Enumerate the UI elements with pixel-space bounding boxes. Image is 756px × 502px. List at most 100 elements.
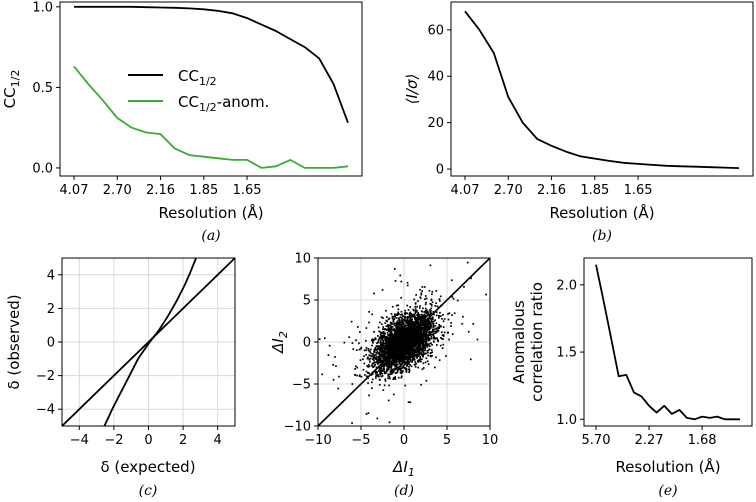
scatter-point	[385, 361, 388, 364]
scatter-point	[416, 347, 418, 350]
scatter-point	[387, 341, 390, 343]
scatter-point	[388, 365, 390, 367]
scatter-point	[407, 309, 410, 311]
scatter-point	[423, 329, 426, 331]
scatter-point	[385, 344, 388, 347]
scatter-point	[400, 280, 403, 283]
scatter-point	[409, 344, 411, 347]
scatter-point	[399, 356, 401, 359]
scatter-point	[348, 336, 351, 338]
scatter-point	[426, 319, 429, 321]
scatter-point	[400, 310, 403, 313]
scatter-point	[389, 345, 392, 348]
scatter-point	[377, 341, 379, 344]
scatter-point	[408, 344, 411, 346]
scatter-point	[409, 338, 412, 341]
scatter-point	[399, 371, 402, 374]
scatter-point	[388, 376, 391, 378]
panel-a-xtick-label: 1.65	[233, 183, 262, 198]
scatter-point	[419, 357, 422, 359]
scatter-point	[382, 339, 385, 342]
scatter-point	[413, 358, 416, 361]
scatter-point	[424, 328, 426, 330]
scatter-point	[417, 313, 420, 316]
scatter-point	[419, 356, 421, 358]
scatter-point	[414, 366, 417, 368]
scatter-point	[476, 338, 479, 341]
scatter-point	[404, 316, 407, 318]
scatter-point	[368, 365, 371, 368]
scatter-point	[411, 343, 414, 345]
scatter-point	[394, 348, 397, 350]
scatter-point	[397, 353, 400, 355]
scatter-point	[404, 361, 406, 363]
scatter-point	[391, 349, 394, 352]
scatter-point	[374, 371, 377, 373]
scatter-point	[392, 370, 395, 373]
scatter-point	[408, 353, 410, 355]
scatter-point	[438, 359, 441, 361]
scatter-point	[385, 340, 388, 343]
scatter-point	[414, 305, 416, 308]
scatter-point	[429, 324, 432, 326]
scatter-point	[410, 327, 413, 329]
scatter-point	[394, 314, 396, 317]
panel-c-xtick-label: −2	[104, 433, 123, 448]
panel-d-ytick-label: −10	[284, 420, 311, 435]
scatter-point	[395, 317, 398, 319]
scatter-point	[400, 357, 403, 360]
scatter-point	[424, 325, 427, 327]
scatter-point	[375, 366, 378, 369]
scatter-point	[396, 369, 399, 372]
scatter-point	[335, 365, 337, 367]
scatter-point	[427, 331, 430, 334]
scatter-point	[420, 383, 422, 386]
scatter-point	[442, 320, 445, 323]
scatter-point	[402, 355, 405, 358]
scatter-point	[406, 359, 409, 361]
scatter-point	[396, 339, 398, 341]
scatter-point	[431, 344, 433, 346]
scatter-point	[412, 315, 415, 318]
scatter-point	[371, 338, 374, 341]
scatter-point	[381, 360, 384, 363]
scatter-point	[410, 313, 412, 315]
scatter-point	[384, 351, 386, 354]
scatter-point	[420, 352, 422, 354]
scatter-point	[396, 355, 399, 358]
scatter-point	[399, 328, 401, 331]
scatter-point	[400, 335, 402, 338]
scatter-point	[418, 338, 420, 341]
scatter-point	[419, 330, 422, 333]
scatter-point	[412, 352, 414, 355]
scatter-point	[390, 354, 393, 357]
scatter-point	[417, 355, 420, 358]
scatter-point	[434, 325, 437, 327]
scatter-point	[387, 339, 390, 342]
scatter-point	[406, 327, 409, 330]
scatter-point	[392, 320, 395, 323]
scatter-point	[358, 374, 361, 376]
scatter-point	[418, 314, 421, 316]
scatter-point	[395, 325, 398, 327]
scatter-point	[389, 350, 391, 352]
panel-c-xtick-label: 2	[179, 433, 187, 448]
scatter-point	[414, 324, 416, 327]
scatter-point	[374, 347, 376, 350]
scatter-point	[410, 353, 413, 356]
scatter-point	[394, 313, 396, 316]
scatter-point	[397, 367, 400, 370]
scatter-point	[352, 348, 355, 350]
scatter-point	[419, 288, 421, 291]
scatter-point	[372, 341, 374, 344]
scatter-point	[426, 326, 429, 329]
scatter-point	[405, 312, 408, 314]
scatter-point	[384, 353, 386, 356]
scatter-point	[400, 327, 403, 329]
scatter-point	[397, 335, 399, 337]
scatter-point	[415, 323, 418, 325]
panel-b-i-over-sigma: 4.07 2.70 2.16 1.85 1.65 0 20 40 60 Resolution (…	[403, 1, 754, 244]
scatter-point	[376, 372, 378, 374]
scatter-point	[394, 360, 396, 363]
scatter-point	[380, 364, 383, 367]
